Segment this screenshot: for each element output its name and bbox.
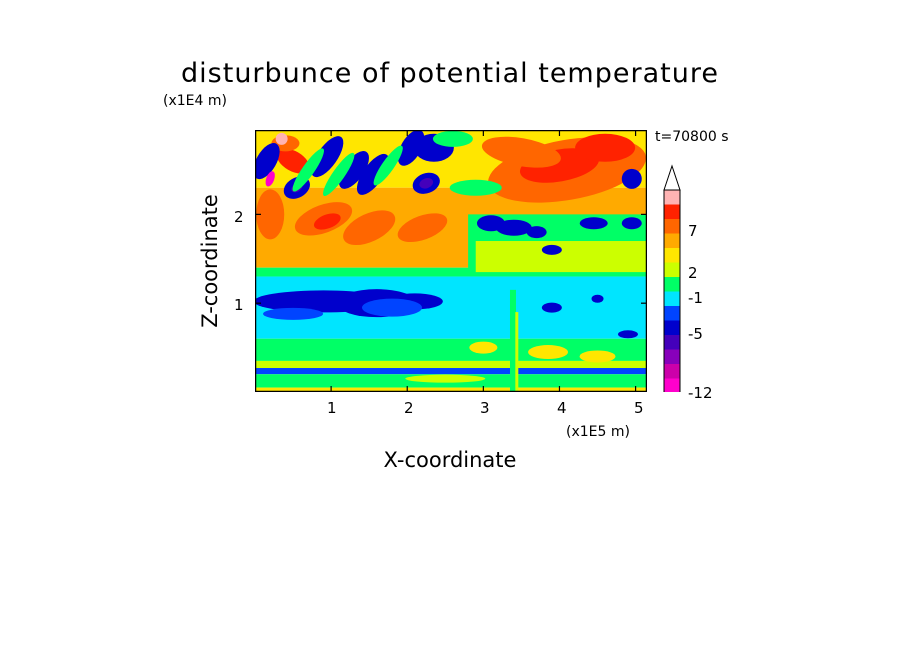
- heatmap-blob: [419, 178, 434, 189]
- time-label: t=70800 s: [655, 129, 729, 145]
- colorbar-segment: [664, 190, 680, 205]
- heatmap-blob: [541, 244, 562, 255]
- colorbar-segment: [664, 378, 680, 392]
- heatmap-streak: [509, 289, 516, 392]
- x-tick-label: 2: [404, 399, 414, 417]
- heatmap-blob: [292, 148, 324, 192]
- heatmap-blob: [263, 307, 324, 320]
- colorbar-label: -1: [688, 289, 703, 307]
- colorbar-segment: [664, 306, 680, 321]
- colorbar: [663, 164, 681, 392]
- heatmap-blob: [397, 213, 448, 243]
- heatmap-blob: [481, 136, 561, 168]
- heatmap-band: [255, 368, 647, 375]
- heatmap-blob: [621, 168, 642, 189]
- heatmap-plot: [255, 130, 647, 392]
- heatmap-blob: [528, 345, 569, 360]
- heatmap-blob: [256, 189, 285, 240]
- colorbar-segment: [664, 277, 680, 292]
- heatmap-band: [255, 387, 647, 392]
- heatmap-blob: [541, 302, 562, 313]
- y-axis-label: Z-coordinate: [198, 194, 222, 328]
- heatmap-blob: [343, 210, 396, 246]
- colorbar-segment: [664, 320, 680, 335]
- heatmap-blob: [432, 130, 473, 147]
- colorbar-segment: [664, 364, 680, 379]
- heatmap-blob: [621, 217, 642, 230]
- heatmap-blob: [373, 145, 403, 186]
- heatmap-blob: [579, 217, 608, 230]
- heatmap-band: [255, 267, 647, 277]
- y-tick-label: 2: [234, 208, 244, 226]
- heatmap-blob: [617, 330, 638, 339]
- colorbar-segment: [664, 248, 680, 263]
- x-tick-label: 3: [480, 399, 490, 417]
- x-tick-label: 4: [557, 399, 567, 417]
- colorbar-frame: [663, 189, 681, 392]
- heatmap-band: [255, 360, 647, 369]
- x-tick-label: 5: [634, 399, 644, 417]
- heatmap-blob: [265, 171, 275, 187]
- colorbar-segment: [664, 204, 680, 219]
- heatmap-blob: [338, 151, 369, 189]
- heatmap-blob: [469, 341, 498, 354]
- heatmap-blob: [591, 294, 604, 303]
- y-axis-unit: (x1E4 m): [163, 93, 227, 109]
- plot-frame: [255, 130, 647, 392]
- colorbar-segment: [664, 335, 680, 350]
- heatmap-blob: [255, 143, 280, 180]
- heatmap-blob: [495, 219, 532, 236]
- x-axis-label: X-coordinate: [383, 448, 517, 472]
- colorbar-label: -12: [688, 384, 713, 402]
- colorbar-segment: [664, 291, 680, 306]
- x-axis-unit: (x1E5 m): [566, 424, 630, 440]
- heatmap-band: [475, 241, 647, 273]
- chart-title: disturbunce of potential temperature: [181, 58, 719, 89]
- heatmap-blob: [579, 350, 616, 363]
- heatmap-blob: [311, 136, 344, 178]
- colorbar-segment: [664, 262, 680, 277]
- heatmap-streak: [515, 312, 519, 392]
- heatmap-blob: [276, 148, 310, 174]
- heatmap-blob: [313, 213, 341, 230]
- colorbar-label: 2: [688, 264, 698, 282]
- heatmap-blob: [449, 179, 502, 196]
- heatmap-blob: [575, 133, 636, 162]
- heatmap-blob: [362, 298, 423, 317]
- colorbar-segment: [664, 349, 680, 364]
- colorbar-segment: [664, 219, 680, 234]
- heatmap-blob: [275, 132, 288, 145]
- colorbar-segment: [664, 233, 680, 248]
- y-tick-label: 1: [234, 296, 244, 314]
- heatmap-blob: [526, 226, 547, 239]
- colorbar-label: -5: [688, 325, 703, 343]
- heatmap-blob: [397, 130, 425, 166]
- colorbar-label: 7: [688, 222, 698, 240]
- x-tick-label: 1: [327, 399, 337, 417]
- heatmap-blob: [323, 152, 355, 196]
- heatmap-blob: [356, 153, 389, 195]
- heatmap-blob: [405, 374, 486, 383]
- colorbar-extend-arrow: [663, 164, 681, 191]
